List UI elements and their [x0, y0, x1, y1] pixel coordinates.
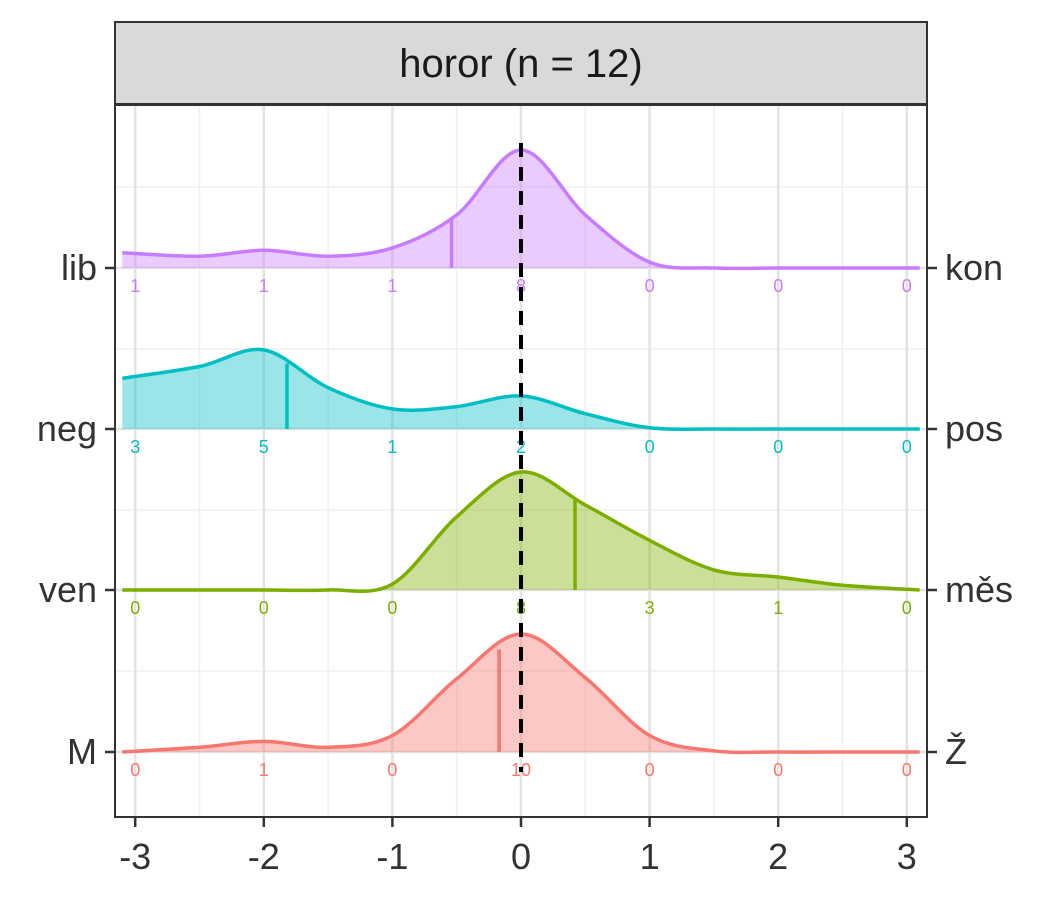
- x-tick-label: 0: [511, 836, 531, 877]
- density-area: [122, 633, 920, 753]
- count-label: 0: [645, 760, 655, 780]
- density-area: [122, 349, 920, 430]
- count-label: 0: [773, 760, 783, 780]
- count-label: 0: [902, 598, 912, 618]
- count-label: 1: [387, 276, 397, 296]
- count-label: 0: [387, 598, 397, 618]
- facet-title: horor (n = 12): [399, 42, 642, 86]
- density-curve: [122, 470, 920, 594]
- count-label: 1: [259, 760, 269, 780]
- count-label: 0: [773, 276, 783, 296]
- count-label: 0: [387, 760, 397, 780]
- count-label: 1: [130, 276, 140, 296]
- y-label-left: neg: [37, 408, 97, 449]
- y-label-right: pos: [945, 408, 1003, 449]
- y-label-right: kon: [945, 247, 1003, 288]
- count-label: 1: [259, 276, 269, 296]
- count-label: 2: [516, 437, 526, 457]
- count-label: 0: [902, 437, 912, 457]
- count-label: 1: [387, 437, 397, 457]
- count-label: 1: [773, 598, 783, 618]
- x-tick-label: 2: [768, 836, 788, 877]
- y-label-left: lib: [61, 247, 97, 288]
- x-tick-label: 1: [640, 836, 660, 877]
- y-label-right: Ž: [945, 731, 967, 772]
- density-area: [122, 150, 920, 269]
- x-tick-label: -2: [248, 836, 280, 877]
- count-label: 5: [259, 437, 269, 457]
- facet-strip-background: [114, 21, 928, 105]
- count-label: 0: [130, 598, 140, 618]
- facet-strip: horor (n = 12): [114, 21, 928, 105]
- count-label: 3: [645, 598, 655, 618]
- x-axis: -3 -2 -1 0 1 2 3: [119, 817, 917, 877]
- count-labels: 01010000000831035120001118000: [130, 276, 912, 780]
- count-label: 0: [645, 276, 655, 296]
- y-label-right: měs: [945, 569, 1013, 610]
- y-label-left: ven: [39, 569, 97, 610]
- count-label: 0: [130, 760, 140, 780]
- count-label: 0: [902, 760, 912, 780]
- x-tick-label: -3: [119, 836, 151, 877]
- x-tick-label: -1: [376, 836, 408, 877]
- count-label: 8: [516, 276, 526, 296]
- count-label: 0: [902, 276, 912, 296]
- count-label: 0: [645, 437, 655, 457]
- y-label-left: M: [67, 731, 97, 772]
- count-label: 0: [259, 598, 269, 618]
- count-label: 3: [130, 437, 140, 457]
- x-tick-label: 3: [897, 836, 917, 877]
- count-label: 0: [773, 437, 783, 457]
